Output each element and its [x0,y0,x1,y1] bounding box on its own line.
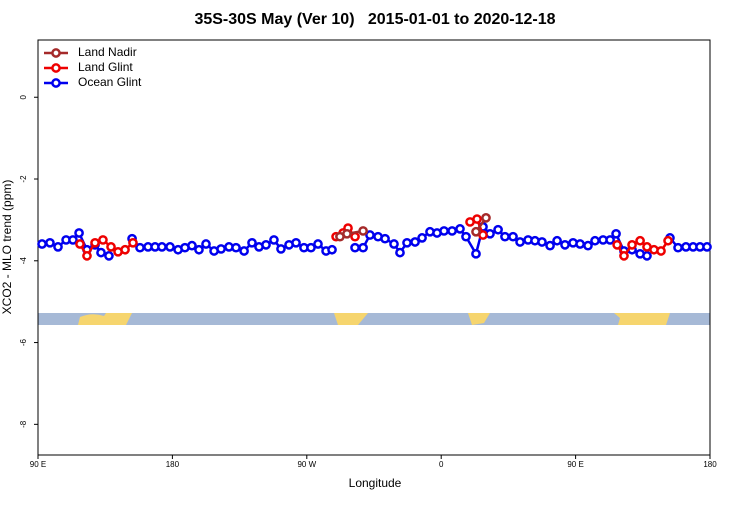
point [120,244,130,255]
point [417,233,427,243]
y-tick-label: 0 [19,94,28,99]
point [82,251,92,261]
point [90,237,100,248]
point [358,226,368,236]
point [410,237,420,247]
y-tick-label: -8 [19,420,28,428]
point [642,251,652,261]
point [402,237,412,248]
point [552,235,562,246]
point [261,239,271,250]
ocean-strip [38,313,710,325]
x-axis-label: Longitude [349,476,402,490]
point [702,242,712,252]
point [508,231,518,242]
point [74,228,84,238]
point [471,226,481,237]
point [128,237,138,248]
x-tick-label: 90 E [567,460,583,469]
legend-marker [51,78,61,88]
legend-marker [51,63,61,73]
point [201,239,211,249]
x-tick-label: 180 [703,460,717,469]
point [493,224,503,235]
point [187,240,197,251]
point [194,244,204,255]
point [471,248,481,259]
point [455,224,465,234]
point [515,237,525,247]
point [619,251,629,261]
point [560,239,570,250]
point [37,239,47,249]
chart-title: 35S-30S May (Ver 10) 2015-01-01 to 2020-… [194,11,555,28]
point [575,239,585,249]
point [165,242,175,252]
point [350,231,360,242]
point [247,237,257,248]
point [461,231,471,242]
point [269,235,279,245]
point [500,231,510,242]
point [216,244,226,254]
point [75,239,85,249]
point [157,242,167,252]
x-tick-label: 180 [166,460,180,469]
point [106,242,116,252]
y-axis-label: XCO2 - MLO trend (ppm) [0,180,14,315]
point [545,240,555,251]
land [614,313,670,325]
point [327,244,337,255]
point [611,228,621,239]
point [447,226,457,236]
point [389,239,399,249]
y-tick-label: -6 [19,338,28,346]
point [612,239,622,250]
point [313,239,323,249]
point [380,233,390,244]
point [306,242,316,253]
point [342,228,352,239]
legend-label: Ocean Glint [78,75,142,89]
point [45,237,55,248]
point [276,244,286,254]
legend-marker [51,48,61,58]
legend-label: Land Nadir [78,45,137,59]
land [78,313,132,325]
point [583,240,593,251]
point [590,235,600,246]
point [135,242,145,253]
point [358,242,368,253]
land [468,313,490,325]
point [350,242,360,253]
point [231,242,241,253]
point [68,235,78,245]
x-tick-label: 90 W [297,460,316,469]
x-tick-label: 90 E [30,460,46,469]
point [472,214,482,224]
point [239,246,249,256]
point [291,237,301,248]
point [481,213,491,223]
point [663,235,673,246]
land [334,313,368,325]
point [104,251,114,261]
point [439,226,449,236]
point [53,242,63,252]
point [635,235,645,246]
point [627,239,637,250]
point [605,235,615,245]
land-ocean-strip [38,313,710,325]
y-tick-label: -2 [19,175,28,183]
point [656,246,666,256]
legend-label: Land Glint [78,60,133,74]
y-tick-label: -4 [19,257,28,265]
point [98,235,108,245]
point [537,237,547,247]
x-tick-label: 0 [439,460,444,469]
point [395,247,405,258]
point [96,247,106,258]
point [673,242,683,253]
